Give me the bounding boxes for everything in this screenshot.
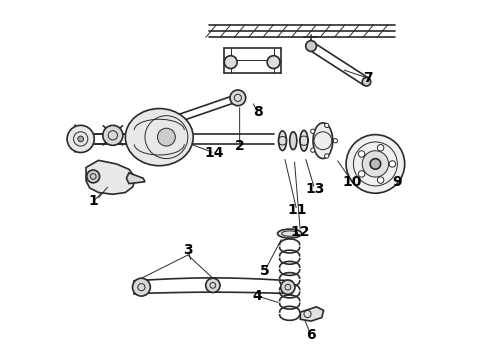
Text: 8: 8 [253, 105, 262, 119]
Circle shape [87, 170, 99, 183]
Text: 13: 13 [305, 182, 324, 196]
Circle shape [377, 177, 384, 183]
Circle shape [324, 154, 329, 158]
Ellipse shape [125, 109, 193, 166]
Ellipse shape [277, 229, 302, 238]
Circle shape [230, 90, 245, 106]
Circle shape [362, 77, 371, 86]
Circle shape [311, 129, 315, 134]
Circle shape [324, 123, 329, 127]
Circle shape [132, 278, 150, 296]
Circle shape [103, 125, 123, 145]
Circle shape [311, 148, 315, 152]
Text: 7: 7 [364, 71, 373, 85]
Circle shape [67, 125, 94, 153]
Circle shape [306, 41, 317, 51]
Circle shape [358, 151, 365, 157]
Polygon shape [126, 173, 145, 184]
Ellipse shape [290, 132, 297, 150]
Circle shape [346, 135, 405, 193]
Circle shape [358, 171, 365, 177]
Circle shape [370, 159, 381, 169]
Circle shape [157, 128, 175, 146]
Text: 14: 14 [205, 146, 224, 160]
Text: 10: 10 [343, 175, 362, 189]
Circle shape [206, 278, 220, 293]
Circle shape [362, 151, 389, 177]
Ellipse shape [279, 131, 287, 150]
Text: 4: 4 [253, 289, 262, 303]
Circle shape [78, 136, 83, 142]
Circle shape [333, 139, 338, 143]
Circle shape [224, 56, 237, 68]
Circle shape [281, 280, 295, 294]
Text: 3: 3 [183, 243, 193, 257]
Circle shape [377, 145, 384, 151]
Polygon shape [300, 307, 323, 321]
Circle shape [389, 161, 395, 167]
Polygon shape [86, 160, 136, 194]
Text: 12: 12 [291, 225, 310, 239]
Text: 11: 11 [287, 203, 307, 217]
Text: 5: 5 [260, 264, 270, 278]
Text: 2: 2 [235, 139, 245, 153]
Ellipse shape [313, 123, 333, 158]
Text: 6: 6 [306, 328, 316, 342]
Text: 9: 9 [392, 175, 402, 189]
Text: 1: 1 [88, 194, 98, 208]
Ellipse shape [300, 130, 308, 151]
Circle shape [267, 56, 280, 68]
